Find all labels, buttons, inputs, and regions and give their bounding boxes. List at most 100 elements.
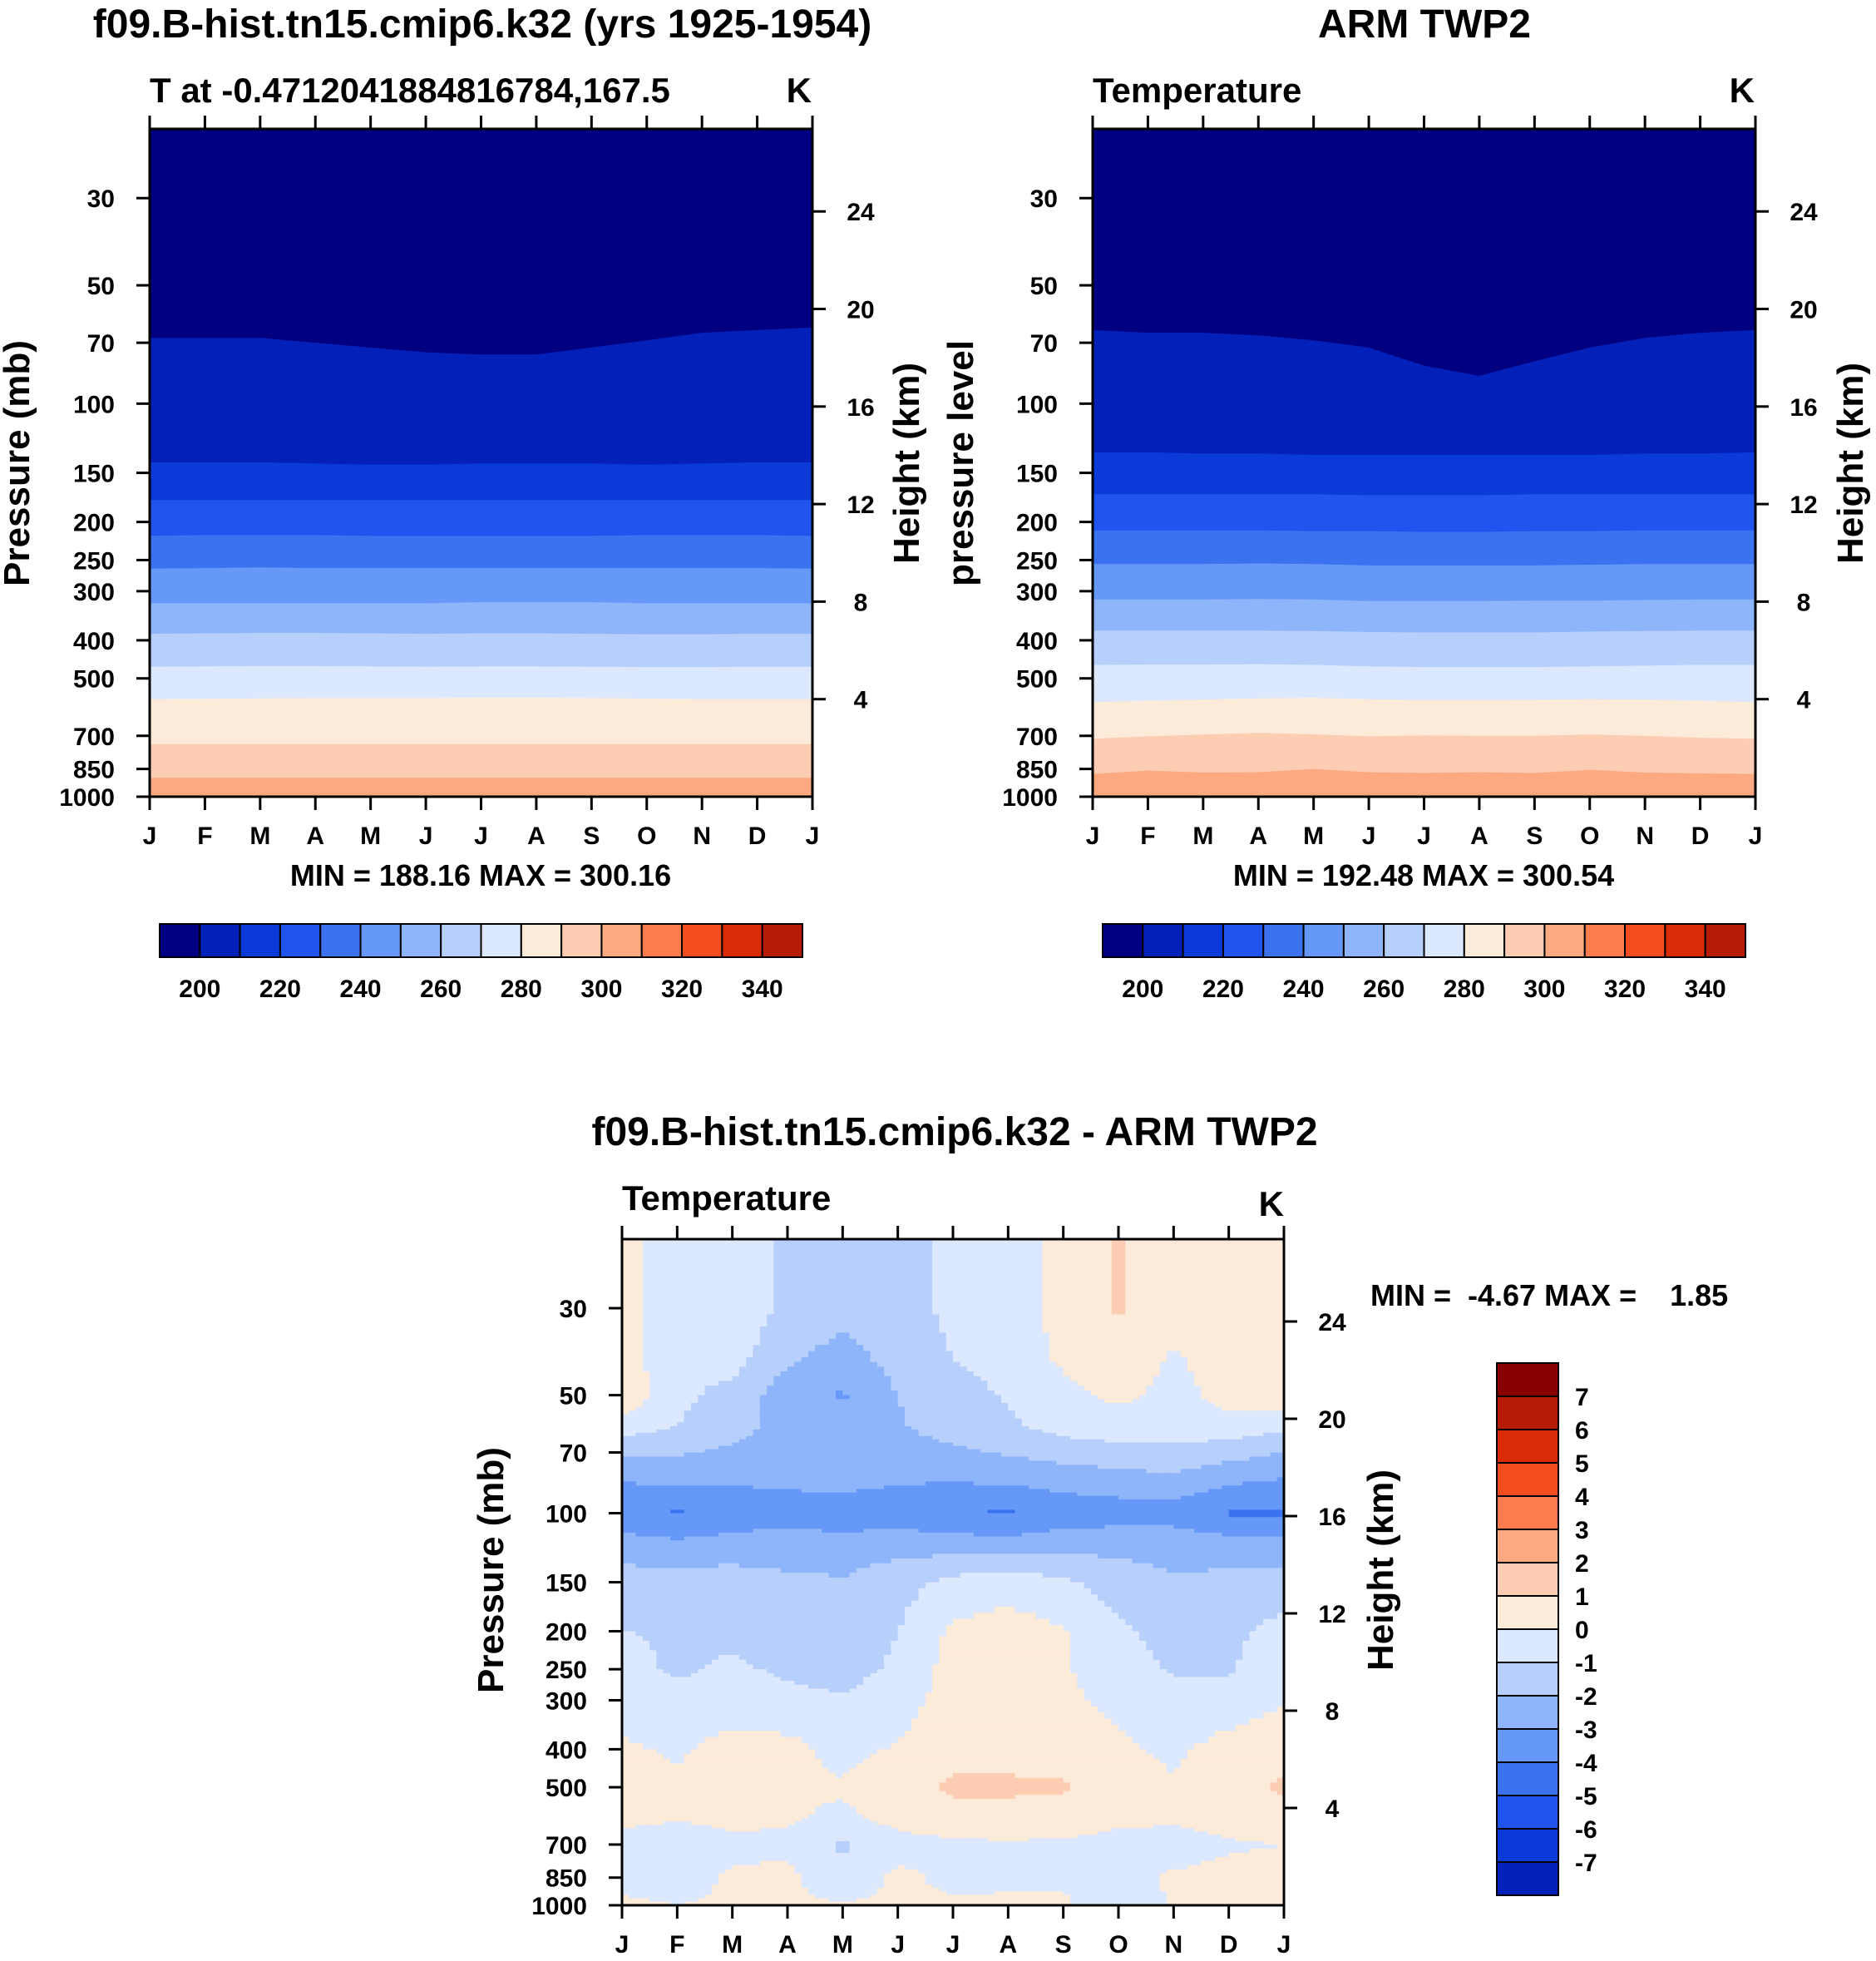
panel-3-field-cell (1215, 1265, 1222, 1275)
panel-3-field-cell (1222, 1386, 1230, 1391)
panel-3-field-cell (987, 1425, 995, 1430)
panel-3-field-cell (1235, 1338, 1243, 1346)
panel-3-field-cell (1242, 1390, 1251, 1396)
panel-3-field-cell (629, 1445, 637, 1450)
panel-3-field-cell (1146, 1481, 1154, 1486)
panel-3-field-cell (746, 1247, 754, 1257)
panel-3-field-cell (1256, 1460, 1264, 1466)
panel-3-field-cell (932, 1456, 940, 1462)
panel-3-field-cell (649, 1338, 658, 1346)
panel-3-field-cell (1029, 1399, 1037, 1404)
panel-3-field-cell (973, 1361, 981, 1367)
panel-3-field-cell (1084, 1273, 1092, 1283)
panel-3-field-cell (649, 1406, 658, 1411)
panel-3-field-cell (822, 1247, 830, 1257)
panel-3-field-cell (698, 1366, 706, 1372)
panel-3-field-cell (828, 1442, 837, 1447)
panel-3-field-cell (746, 1386, 754, 1391)
panel-3-field-cell (1001, 1439, 1009, 1444)
panel-3-field-cell (1015, 1351, 1023, 1358)
panel-3-field-cell (918, 1320, 926, 1327)
panel-3-field-cell (1159, 1314, 1168, 1321)
panel-3-field-cell (1042, 1445, 1050, 1450)
panel-3-field-cell (711, 1439, 719, 1444)
panel-3-field-cell (711, 1395, 719, 1400)
panel-2-month-label: J (1749, 822, 1763, 850)
panel-2-pressure-label: 150 (1016, 461, 1058, 488)
panel-3-field-cell (1201, 1366, 1209, 1372)
panel-3-field-cell (746, 1399, 754, 1404)
panel-3-field-cell (1104, 1247, 1113, 1257)
panel-3-field-cell (1194, 1452, 1202, 1458)
panel-3-field-cell (807, 1489, 816, 1494)
panel-3-field-cell (1180, 1326, 1188, 1334)
panel-3-field-cell (828, 1456, 837, 1462)
panel-3-field-cell (1015, 1332, 1023, 1340)
panel-3-field-cell (939, 1366, 947, 1372)
panel-3-field-cell (849, 1449, 857, 1454)
panel-3-field-cell (773, 1452, 782, 1458)
panel-3-field-cell (1029, 1473, 1037, 1478)
panel-3-field-cell (1256, 1469, 1264, 1474)
panel-3-field-cell (794, 1371, 802, 1377)
panel-3-field-cell (953, 1326, 960, 1334)
panel-3-field-cell (670, 1410, 678, 1415)
panel-3-field-cell (1077, 1465, 1085, 1470)
panel-3-field-cell (1063, 1291, 1071, 1301)
panel-3-field-cell (953, 1376, 960, 1382)
panel-3-field-cell (1077, 1477, 1085, 1482)
panel-3-field-cell (1187, 1247, 1195, 1257)
panel-3-field-cell (973, 1308, 981, 1315)
panel-3-field-cell (807, 1425, 816, 1430)
panel-3-field-cell (891, 1465, 899, 1470)
panel-3-field-cell (622, 1456, 629, 1462)
panel-3-field-cell (822, 1435, 830, 1440)
panel-3-field-cell (807, 1469, 816, 1474)
panel-3-field-cell (815, 1452, 823, 1458)
panel-3-field-cell (1008, 1442, 1016, 1447)
panel-3-field-cell (836, 1402, 843, 1408)
panel-3-field-cell (780, 1351, 788, 1358)
panel-2-month-label: J (1086, 822, 1100, 850)
panel-3-field-cell (863, 1469, 871, 1474)
panel-3-field-cell (828, 1390, 837, 1396)
panel-3-field-cell (863, 1265, 871, 1275)
panel-3-field-cell (1167, 1376, 1174, 1382)
panel-3-field-cell (787, 1308, 795, 1315)
panel-3-field-cell (1153, 1402, 1161, 1408)
panel-3-field-cell (1207, 1265, 1216, 1275)
panel-3-field-cell (1215, 1351, 1222, 1358)
panel-3-field-cell (690, 1345, 699, 1352)
panel-3-field-cell (1215, 1371, 1222, 1377)
panel-3-field-cell (1008, 1460, 1016, 1466)
panel-3-field-cell (1084, 1439, 1092, 1444)
panel-3-field-cell (1077, 1273, 1085, 1283)
panel-3-field-cell (953, 1414, 960, 1420)
panel-3-field-cell (1201, 1390, 1209, 1396)
panel-3-field-cell (732, 1239, 740, 1248)
panel-3-field-cell (1270, 1469, 1278, 1474)
panel-3-field-cell (1069, 1439, 1078, 1444)
panel-3-field-cell (1180, 1386, 1188, 1391)
panel-3-field-cell (718, 1282, 726, 1292)
panel-3-field-cell (622, 1338, 629, 1346)
panel-3-field-cell (891, 1485, 899, 1490)
panel-3-field-cell (698, 1410, 706, 1415)
panel-3-field-cell (711, 1429, 719, 1434)
panel-3-field-cell (1187, 1356, 1195, 1363)
panel-3-field-cell (711, 1361, 719, 1367)
panel-3-field-cell (704, 1371, 713, 1377)
panel-3-field-cell (842, 1326, 851, 1334)
panel-3-field-cell (649, 1282, 658, 1292)
panel-3-field-cell (1042, 1473, 1050, 1478)
panel-3-field-cell (767, 1432, 775, 1437)
panel-3-field-cell (1153, 1320, 1161, 1327)
panel-3-field-cell (1270, 1338, 1278, 1346)
panel-3-field-cell (849, 1477, 857, 1482)
panel-3-field-cell (649, 1291, 658, 1301)
panel-3-field-cell (1159, 1414, 1168, 1420)
panel-3-field-cell (663, 1473, 671, 1478)
panel-3-field-cell (1118, 1299, 1126, 1309)
panel-3-field-cell (897, 1469, 906, 1474)
panel-3-field-cell (656, 1414, 664, 1420)
